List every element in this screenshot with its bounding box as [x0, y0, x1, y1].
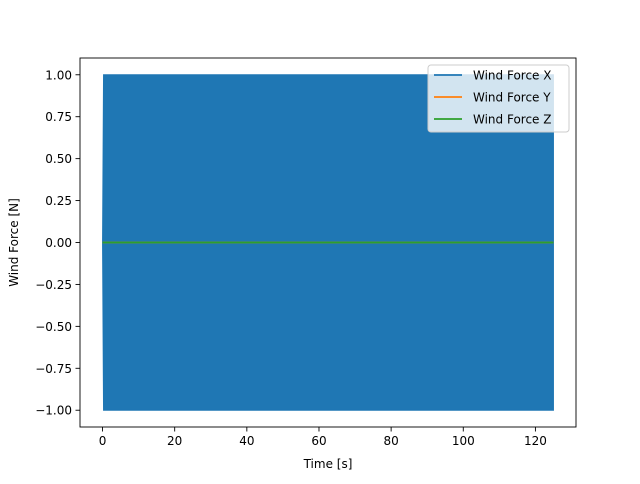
x-tick-label: 100: [452, 434, 475, 448]
series-layer: [102, 74, 554, 411]
x-axis-label: Time [s]: [303, 457, 353, 471]
legend-box: [427, 64, 570, 133]
legend: Wind Force X Wind Force Y Wind Force Z: [427, 64, 570, 133]
legend-label: Wind Force X: [473, 69, 551, 83]
legend-label: Wind Force Z: [473, 113, 551, 127]
y-tick-label: −0.25: [35, 278, 72, 292]
y-tick-label: −0.50: [35, 320, 72, 334]
x-tick-label: 40: [239, 434, 254, 448]
y-tick-label: −0.75: [35, 362, 72, 376]
x-tick-label: 20: [167, 434, 182, 448]
y-axis-label: Wind Force [N]: [7, 198, 21, 287]
x-tick-label: 0: [99, 434, 107, 448]
legend-label: Wind Force Y: [473, 91, 551, 105]
x-tick-label: 60: [311, 434, 326, 448]
x-tick-label: 80: [383, 434, 398, 448]
y-tick-label: 1.00: [45, 68, 72, 82]
y-tick-label: 0.25: [45, 194, 72, 208]
y-tick-label: 0.00: [45, 236, 72, 250]
y-tick-label: −1.00: [35, 404, 72, 418]
x-tick-label: 120: [524, 434, 547, 448]
y-tick-label: 0.75: [45, 110, 72, 124]
ticks-layer: 0 20 40 60 80 100 120 −1.00 −0.75 −0.50 −0.25 0.00 0…: [35, 68, 547, 448]
y-tick-label: 0.50: [45, 152, 72, 166]
